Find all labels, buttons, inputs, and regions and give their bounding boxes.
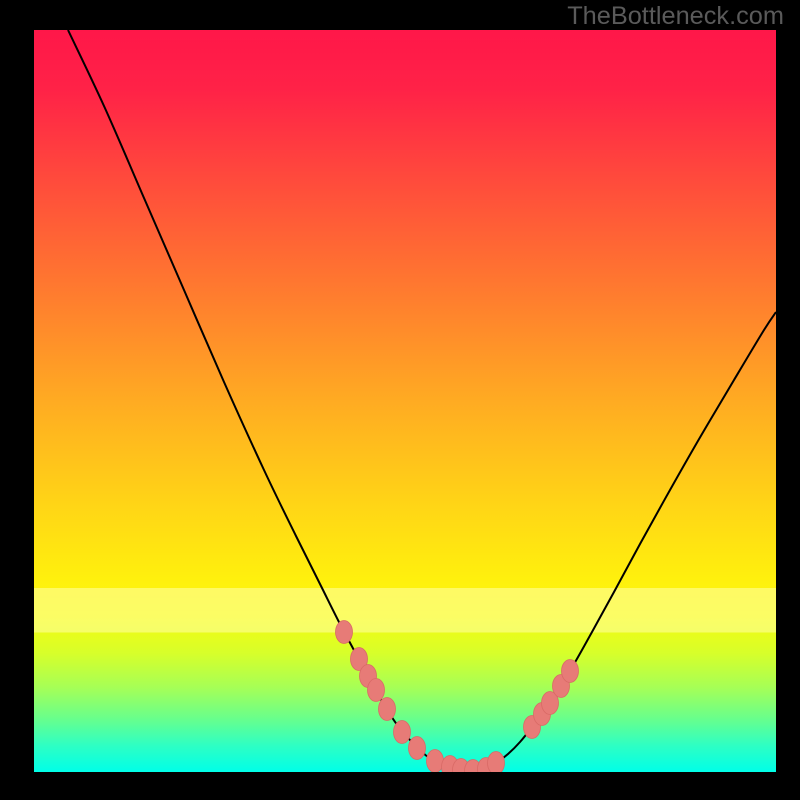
curve-marker	[379, 698, 396, 721]
plot-area	[34, 30, 776, 772]
curve-marker	[488, 752, 505, 773]
curve-marker	[562, 660, 579, 683]
curve-marker	[427, 750, 444, 773]
chart-stage: TheBottleneck.com	[0, 0, 800, 800]
curve-marker	[336, 621, 353, 644]
watermark-text: TheBottleneck.com	[567, 2, 784, 31]
curve-marker	[409, 737, 426, 760]
curve-marker	[368, 679, 385, 702]
bottleneck-curve	[68, 30, 776, 771]
curve-marker	[394, 721, 411, 744]
curve-layer	[34, 30, 776, 772]
